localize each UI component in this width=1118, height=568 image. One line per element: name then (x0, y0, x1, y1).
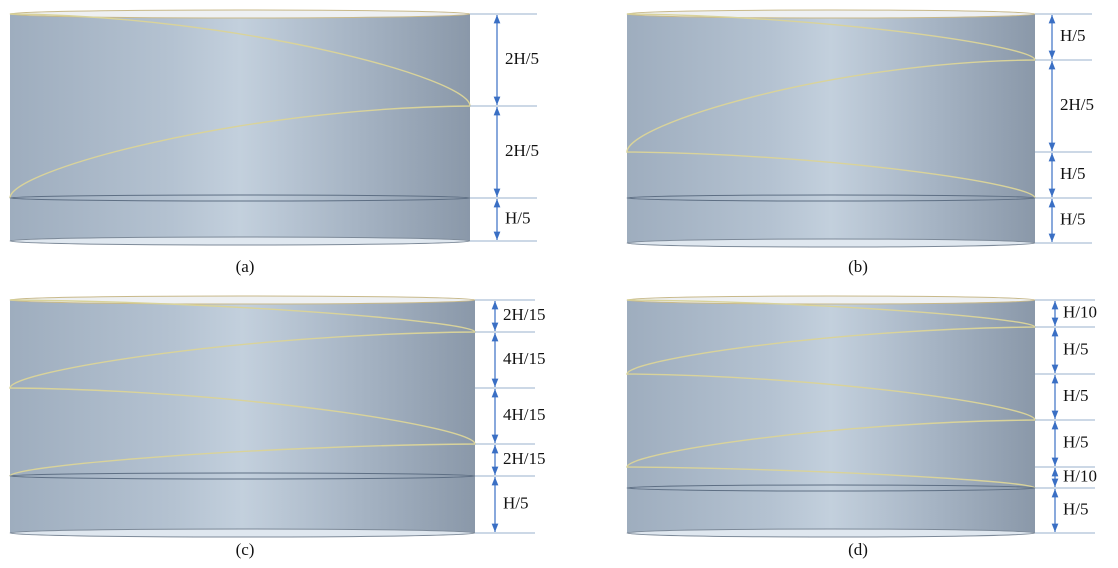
cylinder-body (627, 300, 1035, 533)
dimension-label: H/5 (1060, 26, 1086, 45)
dimension-label: 2H/5 (1060, 95, 1094, 114)
dimension-label: H/5 (505, 208, 531, 227)
cylinder-body (10, 300, 475, 533)
cylinder-bottom (627, 239, 1035, 247)
caption: (d) (848, 540, 868, 559)
cylinder-top (627, 10, 1035, 18)
cylinder-bottom (10, 237, 470, 245)
figure: 2H/5 2H/5 H/5 (a) H/5 2H/5 H/5 H/5 (b) 2H/15 4H/15… (0, 0, 1118, 568)
cylinder-bottom (10, 529, 475, 537)
dimension-label: H/5 (1060, 164, 1086, 183)
dimension-label: H/5 (1063, 432, 1089, 451)
caption: (a) (236, 257, 255, 276)
dimension-label: H/5 (1063, 499, 1089, 518)
dimension-label: 2H/5 (505, 49, 539, 68)
dimension-label: 4H/15 (503, 405, 546, 424)
dimension-label: H/10 (1063, 302, 1097, 321)
panel: 2H/15 4H/15 4H/15 2H/15 H/5 (c) (10, 296, 546, 559)
caption: (b) (848, 257, 868, 276)
dimension-label: 4H/15 (503, 349, 546, 368)
cylinder-bottom (627, 529, 1035, 537)
caption: (c) (236, 540, 255, 559)
dimension-label: H/5 (1063, 339, 1089, 358)
dimension-label: H/5 (503, 493, 529, 512)
dimension-label: H/10 (1063, 466, 1097, 485)
panel: 2H/5 2H/5 H/5 (a) (10, 10, 539, 276)
dimension-label: H/5 (1060, 209, 1086, 228)
panel: H/5 2H/5 H/5 H/5 (b) (627, 10, 1094, 276)
cylinder-body (627, 14, 1035, 243)
cylinder-top (10, 296, 475, 304)
panel: H/10 H/5 H/5 H/5 H/10 H/5 (d) (627, 296, 1097, 559)
dimension-label: H/5 (1063, 386, 1089, 405)
cylinder-top (627, 296, 1035, 304)
dimension-label: 2H/5 (505, 141, 539, 160)
cylinder-body (10, 14, 470, 241)
dimension-label: 2H/15 (503, 305, 546, 324)
dimension-label: 2H/15 (503, 449, 546, 468)
